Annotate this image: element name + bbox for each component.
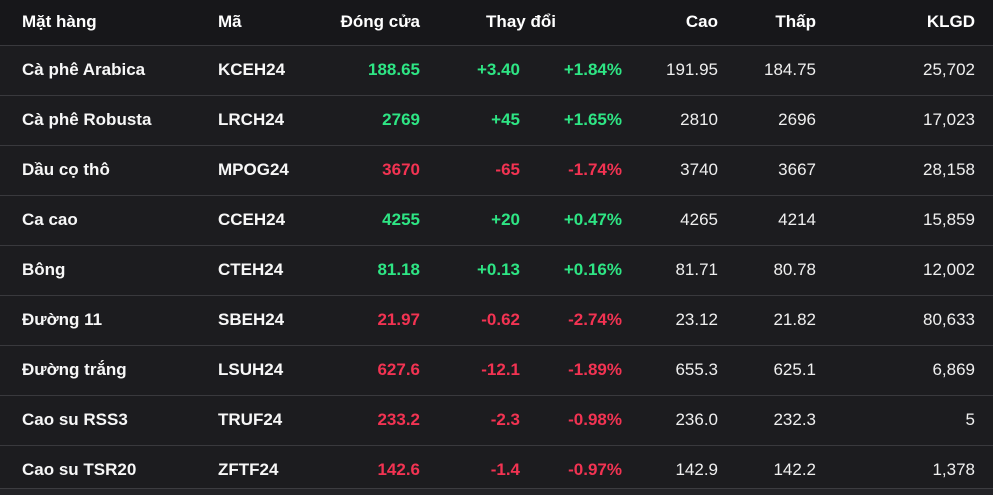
low-price-cell: 2696 [778, 110, 816, 129]
change-value-cell: -65 [495, 160, 520, 179]
table-header: Mặt hàng Mã Đóng cửa Thay đổi Cao Thấp K… [0, 0, 993, 45]
contract-code-cell: MPOG24 [218, 160, 289, 179]
change-value-cell: -1.4 [490, 460, 520, 480]
table-row[interactable]: Đường 11 SBEH24 21.97 -0.62 -2.74% 23.12 21.82… [0, 295, 993, 345]
commodity-name-cell: Cao su RSS3 [22, 410, 128, 429]
change-value-cell: +20 [491, 210, 520, 229]
low-price-cell: 184.75 [764, 60, 816, 79]
low-price-cell: 142.2 [773, 460, 816, 480]
close-price-cell: 3670 [382, 160, 420, 179]
high-price-cell: 2810 [680, 110, 718, 129]
volume-cell: 12,002 [923, 260, 975, 279]
commodity-name-cell: Bông [22, 260, 66, 279]
close-price-cell: 21.97 [377, 310, 420, 329]
low-price-cell: 3667 [778, 160, 816, 179]
header-row: Mặt hàng Mã Đóng cửa Thay đổi Cao Thấp K… [0, 0, 993, 45]
high-price-cell: 142.9 [675, 460, 718, 480]
commodity-name-cell: Dầu cọ thô [22, 160, 110, 179]
change-value-cell: -12.1 [481, 360, 520, 379]
header-high: Cao [685, 12, 718, 32]
commodity-name-cell: Đường 11 [22, 310, 103, 329]
volume-cell: 25,702 [923, 60, 975, 79]
high-price-cell: 191.95 [666, 60, 718, 79]
close-price-cell: 188.65 [368, 60, 420, 79]
header-low: Thấp [775, 12, 816, 32]
volume-cell: 1,378 [932, 460, 975, 480]
change-value-cell: +3.40 [476, 60, 520, 79]
table-row[interactable]: Bông CTEH24 81.18 +0.13 +0.16% 81.71 80.78 12,0… [0, 245, 993, 295]
commodity-name-cell: Đường trắng [22, 360, 127, 379]
change-value-cell: +45 [491, 110, 520, 129]
header-change: Thay đổi [486, 12, 556, 32]
commodity-name-cell: Ca cao [22, 210, 78, 229]
contract-code-cell: KCEH24 [218, 60, 286, 79]
volume-cell: 17,023 [923, 110, 975, 129]
high-price-cell: 3740 [680, 160, 718, 179]
contract-code-cell: LRCH24 [218, 110, 285, 129]
change-percent-cell: -2.74% [568, 310, 622, 329]
change-percent-cell: +0.16% [563, 260, 622, 279]
header-volume: KLGD [926, 12, 975, 32]
header-code: Mã [218, 12, 242, 32]
change-percent-cell: -0.97% [568, 460, 622, 480]
commodity-name-cell: Cà phê Arabica [22, 60, 146, 79]
change-value-cell: +0.13 [476, 260, 520, 279]
table-row[interactable]: Dầu cọ thô MPOG24 3670 -65 -1.74% 3740 3667 28,… [0, 145, 993, 195]
close-price-cell: 233.2 [377, 410, 420, 429]
contract-code-cell: SBEH24 [218, 310, 285, 329]
contract-code-cell: TRUF24 [218, 410, 283, 429]
low-price-cell: 21.82 [773, 310, 816, 329]
table-row[interactable]: Ca cao CCEH24 4255 +20 +0.47% 4265 4214 15,859 [0, 195, 993, 245]
change-percent-cell: -1.74% [568, 160, 622, 179]
high-price-cell: 655.3 [675, 360, 718, 379]
close-price-cell: 2769 [382, 110, 420, 129]
high-price-cell: 23.12 [675, 310, 718, 329]
table-row[interactable]: Đường trắng LSUH24 627.6 -12.1 -1.89% 655.3 62… [0, 345, 993, 395]
change-value-cell: -0.62 [481, 310, 520, 329]
contract-code-cell: CTEH24 [218, 260, 284, 279]
low-price-cell: 625.1 [773, 360, 816, 379]
close-price-cell: 81.18 [377, 260, 420, 279]
low-price-cell: 80.78 [773, 260, 816, 279]
header-close: Đóng cửa [340, 12, 420, 32]
commodity-name-cell: Cà phê Robusta [22, 110, 152, 129]
table-row[interactable]: Cao su RSS3 TRUF24 233.2 -2.3 -0.98% 236.0 232… [0, 395, 993, 445]
high-price-cell: 236.0 [675, 410, 718, 429]
table-row[interactable]: Cà phê Arabica KCEH24 188.65 +3.40 +1.84% 191… [0, 45, 993, 95]
change-percent-cell: -0.98% [568, 410, 622, 429]
change-value-cell: -2.3 [490, 410, 520, 429]
low-price-cell: 232.3 [773, 410, 816, 429]
change-percent-cell: +1.84% [563, 60, 622, 79]
contract-code-cell: LSUH24 [218, 360, 284, 379]
high-price-cell: 4265 [680, 210, 718, 229]
high-price-cell: 81.71 [675, 260, 718, 279]
close-price-cell: 627.6 [377, 360, 420, 379]
bottom-divider-strip [0, 488, 993, 495]
header-commodity: Mặt hàng [22, 12, 97, 32]
close-price-cell: 142.6 [377, 460, 420, 480]
table-body: Cà phê Arabica KCEH24 188.65 +3.40 +1.84% 191… [0, 45, 993, 495]
change-percent-cell: +0.47% [563, 210, 622, 229]
table-row[interactable]: Cao su TSR20 ZFTF24 142.6 -1.4 -0.97% 142.9 14… [0, 445, 993, 495]
volume-cell: 28,158 [923, 160, 975, 179]
low-price-cell: 4214 [778, 210, 816, 229]
close-price-cell: 4255 [382, 210, 420, 229]
table-row[interactable]: Cà phê Robusta LRCH24 2769 +45 +1.65% 2810 269… [0, 95, 993, 145]
volume-cell: 15,859 [923, 210, 975, 229]
volume-cell: 5 [965, 410, 975, 429]
change-percent-cell: +1.65% [563, 110, 622, 129]
commodity-name-cell: Cao su TSR20 [22, 460, 137, 480]
contract-code-cell: CCEH24 [218, 210, 286, 229]
contract-code-cell: ZFTF24 [218, 460, 279, 480]
volume-cell: 6,869 [932, 360, 975, 379]
change-percent-cell: -1.89% [568, 360, 622, 379]
volume-cell: 80,633 [923, 310, 975, 329]
